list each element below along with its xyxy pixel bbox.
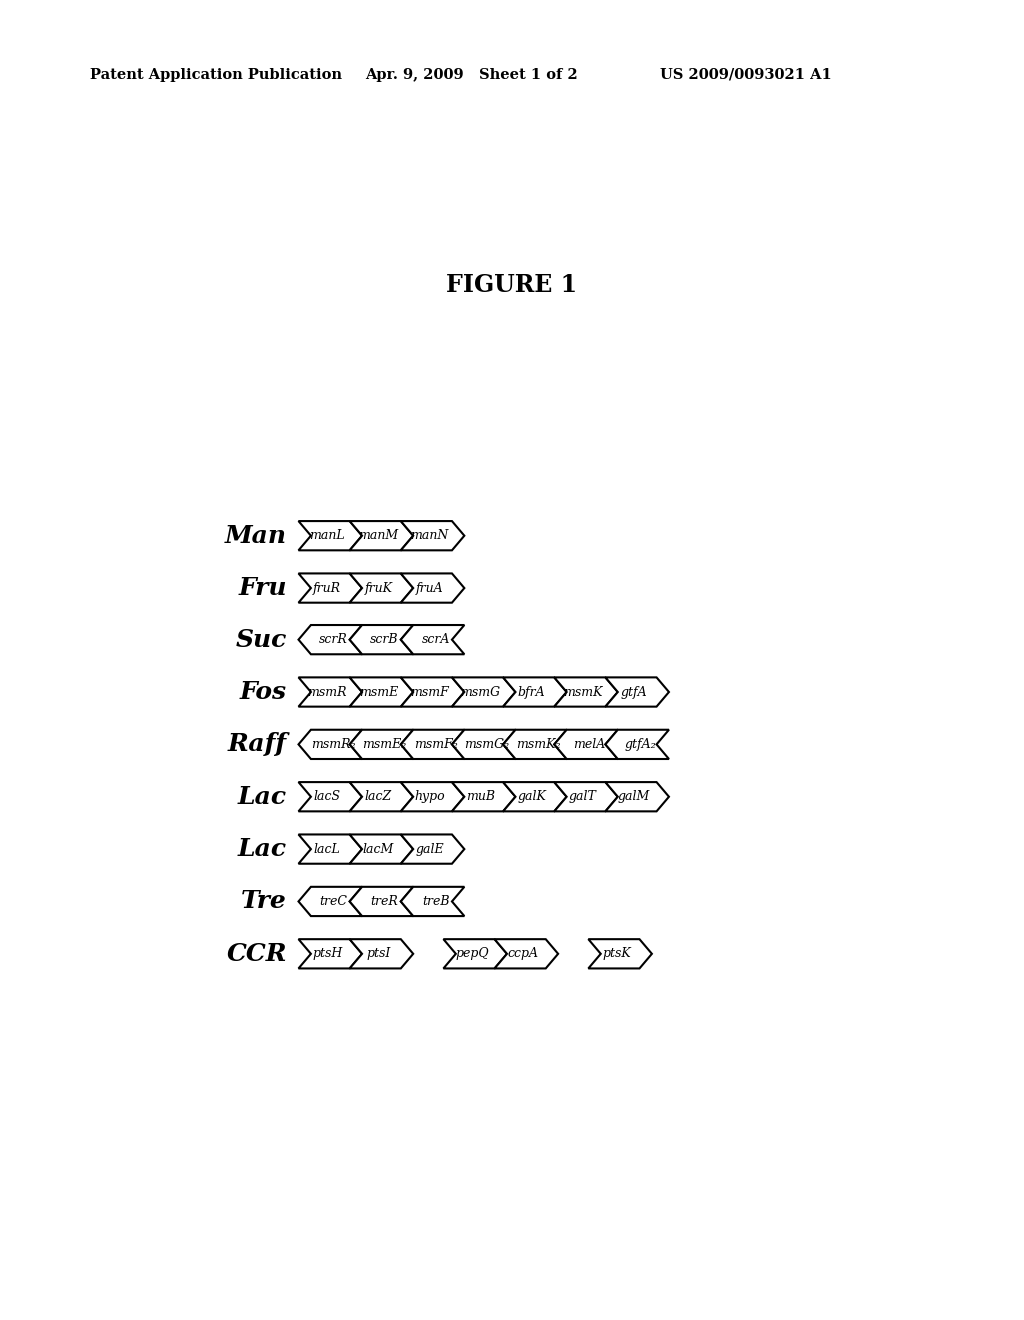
Polygon shape (400, 626, 464, 655)
Polygon shape (400, 781, 464, 812)
Text: msmK: msmK (563, 685, 603, 698)
Text: treB: treB (422, 895, 450, 908)
Polygon shape (400, 573, 464, 603)
Text: CCR: CCR (226, 941, 287, 966)
Text: Lac: Lac (238, 784, 287, 809)
Polygon shape (503, 730, 566, 759)
Text: scrB: scrB (371, 634, 398, 647)
Polygon shape (299, 521, 362, 550)
Polygon shape (349, 521, 414, 550)
Polygon shape (299, 834, 362, 863)
Polygon shape (443, 940, 507, 969)
Polygon shape (554, 781, 617, 812)
Text: Tre: Tre (241, 890, 287, 913)
Text: gtfA: gtfA (621, 685, 647, 698)
Text: galK: galK (517, 791, 546, 804)
Text: ptsH: ptsH (312, 948, 342, 961)
Text: pepQ: pepQ (456, 948, 488, 961)
Polygon shape (400, 730, 464, 759)
Polygon shape (605, 677, 669, 706)
Text: msmK₂: msmK₂ (516, 738, 560, 751)
Text: Raff: Raff (227, 733, 287, 756)
Text: hypo: hypo (414, 791, 444, 804)
Text: gtfA₂: gtfA₂ (625, 738, 656, 751)
Text: msmR₂: msmR₂ (311, 738, 355, 751)
Polygon shape (554, 730, 617, 759)
Text: msmR: msmR (307, 685, 347, 698)
Text: scrA: scrA (422, 634, 450, 647)
Polygon shape (452, 781, 515, 812)
Polygon shape (452, 677, 515, 706)
Text: lacZ: lacZ (365, 791, 392, 804)
Polygon shape (349, 940, 414, 969)
Text: Man: Man (225, 524, 287, 548)
Text: Suc: Suc (236, 627, 287, 652)
Text: galE: galE (415, 842, 443, 855)
Text: msmG: msmG (461, 685, 501, 698)
Polygon shape (605, 781, 669, 812)
Text: FIGURE 1: FIGURE 1 (446, 273, 578, 297)
Text: msmG₂: msmG₂ (464, 738, 509, 751)
Text: Lac: Lac (238, 837, 287, 861)
Polygon shape (299, 730, 362, 759)
Text: galM: galM (617, 791, 650, 804)
Text: melA: melA (573, 738, 605, 751)
Text: treR: treR (371, 895, 398, 908)
Polygon shape (605, 730, 669, 759)
Polygon shape (400, 677, 464, 706)
Text: ptsI: ptsI (367, 948, 390, 961)
Polygon shape (299, 677, 362, 706)
Polygon shape (299, 940, 362, 969)
Text: galT: galT (569, 791, 597, 804)
Polygon shape (349, 677, 414, 706)
Polygon shape (349, 887, 414, 916)
Polygon shape (349, 573, 414, 603)
Polygon shape (299, 573, 362, 603)
Text: lacS: lacS (313, 791, 341, 804)
Polygon shape (400, 834, 464, 863)
Polygon shape (400, 887, 464, 916)
Text: msmF: msmF (410, 685, 449, 698)
Text: bfrA: bfrA (518, 685, 546, 698)
Polygon shape (349, 730, 414, 759)
Polygon shape (503, 677, 566, 706)
Text: msmE: msmE (358, 685, 398, 698)
Text: manL: manL (309, 529, 345, 543)
Text: fruK: fruK (365, 582, 392, 594)
Polygon shape (495, 940, 558, 969)
Text: Apr. 9, 2009   Sheet 1 of 2: Apr. 9, 2009 Sheet 1 of 2 (365, 69, 578, 82)
Polygon shape (589, 940, 652, 969)
Text: treC: treC (319, 895, 347, 908)
Polygon shape (349, 626, 414, 655)
Polygon shape (299, 781, 362, 812)
Text: Patent Application Publication: Patent Application Publication (90, 69, 342, 82)
Polygon shape (452, 730, 515, 759)
Polygon shape (349, 781, 414, 812)
Text: msmF₂: msmF₂ (414, 738, 458, 751)
Polygon shape (299, 626, 362, 655)
Text: msmE₂: msmE₂ (362, 738, 407, 751)
Polygon shape (400, 521, 464, 550)
Text: ptsK: ptsK (603, 948, 632, 961)
Text: fruR: fruR (313, 582, 341, 594)
Polygon shape (503, 781, 566, 812)
Polygon shape (299, 887, 362, 916)
Text: scrR: scrR (319, 634, 348, 647)
Polygon shape (554, 677, 617, 706)
Text: US 2009/0093021 A1: US 2009/0093021 A1 (660, 69, 831, 82)
Text: lacM: lacM (362, 842, 394, 855)
Text: Fru: Fru (239, 576, 287, 601)
Text: manM: manM (358, 529, 398, 543)
Text: Fos: Fos (240, 680, 287, 704)
Text: manN: manN (411, 529, 449, 543)
Text: muB: muB (466, 791, 496, 804)
Text: lacL: lacL (313, 842, 341, 855)
Text: ccpA: ccpA (508, 948, 539, 961)
Polygon shape (349, 834, 414, 863)
Text: fruA: fruA (416, 582, 443, 594)
